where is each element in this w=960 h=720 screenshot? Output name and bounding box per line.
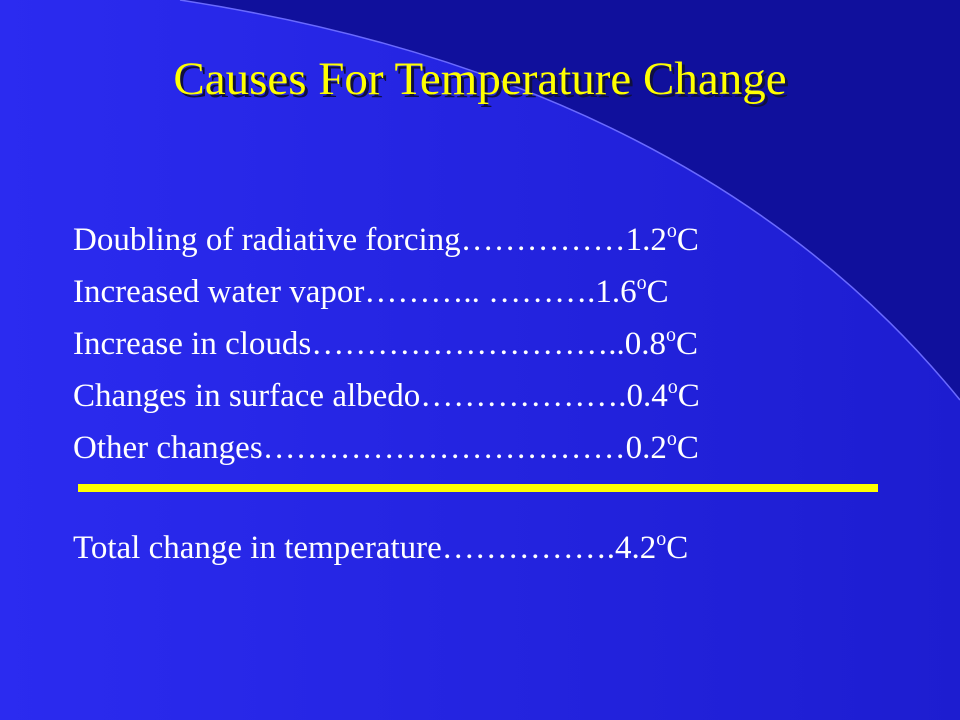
item-label: Changes in surface albedo <box>73 378 421 414</box>
item-label: Increased water vapor <box>73 274 365 310</box>
item-value: 1.2 <box>625 222 667 258</box>
item-value: 0.4 <box>626 378 668 414</box>
degree-sign: o <box>666 220 677 242</box>
item-line: Doubling of radiative forcing……………1.2oC <box>73 221 699 258</box>
unit: C <box>676 222 699 258</box>
item-value: 0.8 <box>624 326 666 362</box>
leader-dots: ……………. <box>441 530 616 566</box>
degree-sign: o <box>667 376 678 398</box>
unit: C <box>646 274 669 310</box>
item-line: Increase in clouds………………………..0.8oC <box>73 325 699 362</box>
item-value: 4.2 <box>615 530 657 566</box>
divider <box>78 484 878 492</box>
title: Causes For Temperature Change <box>173 53 787 105</box>
leader-dots: …………… <box>460 222 626 258</box>
item-value: 1.6 <box>595 274 637 310</box>
leader-dots: ……………………….. <box>311 326 625 362</box>
unit: C <box>676 326 699 362</box>
item-line: Increased water vapor……….. ……….1.6oC <box>73 273 669 310</box>
degree-sign: o <box>666 428 677 450</box>
item-line: Changes in surface albedo……………….0.4oC <box>73 377 700 414</box>
unit: C <box>676 430 699 466</box>
item-value: 0.2 <box>625 430 667 466</box>
item-line: Other changes……………………………0.2oC <box>73 429 699 466</box>
leader-dots: ………………. <box>420 378 627 414</box>
unit: C <box>666 530 689 566</box>
leader-dots: …………………………… <box>262 430 626 466</box>
item-line: Total change in temperature…………….4.2oC <box>73 529 689 566</box>
item-label: Other changes <box>73 430 263 466</box>
degree-sign: o <box>666 324 676 346</box>
unit: C <box>677 378 700 414</box>
item-label: Doubling of radiative forcing <box>73 222 461 258</box>
item-label: Total change in temperature <box>73 530 442 566</box>
item-label: Increase in clouds <box>73 326 312 362</box>
degree-sign: o <box>656 528 667 550</box>
leader-dots: ……….. ………. <box>364 274 596 310</box>
degree-sign: o <box>636 272 647 294</box>
